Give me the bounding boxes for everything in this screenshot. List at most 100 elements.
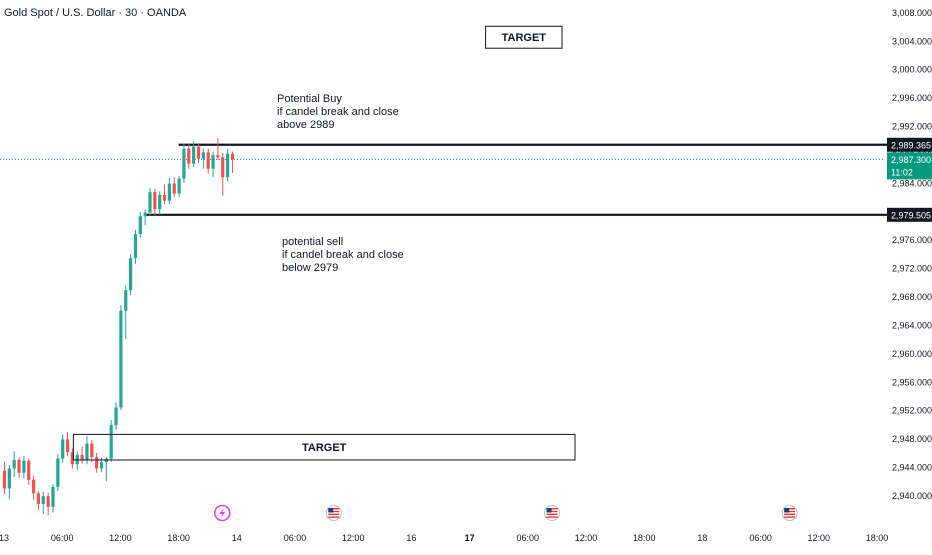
- x-tick-label: 14: [232, 533, 242, 543]
- candle-body: [61, 439, 65, 459]
- candle-body: [221, 157, 225, 178]
- candle[interactable]: [196, 143, 201, 163]
- candle[interactable]: [41, 491, 45, 514]
- candle[interactable]: [17, 457, 21, 478]
- us-flag-icon[interactable]: [544, 505, 561, 521]
- support-price-label: 2,979.505: [891, 210, 931, 220]
- candle[interactable]: [148, 187, 152, 216]
- candle[interactable]: [172, 177, 176, 198]
- candle[interactable]: [143, 209, 147, 226]
- y-tick-label: 3,000.000: [892, 65, 932, 75]
- candle[interactable]: [158, 191, 162, 215]
- candle[interactable]: [65, 432, 70, 457]
- candle-body: [124, 290, 128, 311]
- candle[interactable]: [27, 458, 31, 485]
- candle[interactable]: [216, 138, 220, 161]
- candle-body: [226, 153, 230, 178]
- candle[interactable]: [70, 448, 74, 469]
- candle-body: [12, 459, 16, 469]
- candle[interactable]: [206, 148, 210, 174]
- x-tick-label: 18:00: [866, 533, 889, 543]
- target-box-bottom-frame: [72, 433, 576, 461]
- candle[interactable]: [22, 455, 26, 479]
- candle[interactable]: [138, 212, 142, 239]
- candle[interactable]: [129, 253, 133, 296]
- flag-stripe: [784, 510, 796, 513]
- candle-body: [158, 194, 162, 210]
- candle-body: [70, 452, 74, 465]
- candle-body: [230, 153, 235, 160]
- candle[interactable]: [61, 434, 65, 463]
- candle[interactable]: [104, 457, 108, 482]
- candle-body: [17, 459, 21, 473]
- candle-body: [143, 212, 147, 217]
- candle-body: [95, 457, 99, 469]
- candle-body: [177, 178, 181, 194]
- candle[interactable]: [187, 144, 191, 169]
- candle[interactable]: [36, 491, 41, 510]
- candle-body: [206, 152, 210, 169]
- candle[interactable]: [114, 402, 118, 431]
- us-flag-icon[interactable]: [325, 505, 342, 521]
- candle-body: [85, 443, 89, 460]
- price-scale[interactable]: [887, 0, 932, 550]
- candle[interactable]: [56, 454, 60, 492]
- candle[interactable]: [95, 452, 99, 473]
- candle[interactable]: [162, 184, 167, 205]
- target-box-top[interactable]: TARGET: [485, 25, 563, 49]
- candle-body: [133, 234, 138, 259]
- candle-body: [36, 493, 41, 505]
- y-tick-label: 2,956.000: [892, 377, 932, 387]
- candle[interactable]: [75, 451, 79, 470]
- lightning-icon[interactable]: [213, 504, 231, 522]
- candle[interactable]: [2, 461, 7, 495]
- x-tick-label: 12:00: [575, 533, 598, 543]
- candle[interactable]: [153, 188, 157, 217]
- flag-canton: [328, 508, 334, 513]
- candle[interactable]: [32, 475, 36, 500]
- x-tick-label: 12:00: [109, 533, 132, 543]
- candle[interactable]: [46, 492, 50, 516]
- target-bottom-label: TARGET: [302, 442, 347, 454]
- x-tick-label: 06:00: [284, 533, 307, 543]
- buy-note-line: Potential Buy: [277, 93, 342, 105]
- candle[interactable]: [167, 177, 171, 205]
- candle-body: [167, 183, 171, 201]
- target-box-bottom[interactable]: TARGET: [72, 433, 576, 461]
- flag-stripe: [546, 516, 558, 518]
- candle-body: [216, 155, 220, 158]
- y-tick-label: 2,992.000: [892, 122, 932, 132]
- x-tick-label: 06:00: [749, 533, 772, 543]
- candle[interactable]: [133, 229, 138, 264]
- y-tick-label: 2,944.000: [892, 463, 932, 473]
- candle[interactable]: [192, 140, 196, 168]
- candle[interactable]: [80, 446, 84, 464]
- us-flag-icon-ring: [781, 505, 798, 521]
- candle[interactable]: [90, 440, 94, 463]
- lightning-bolt: [219, 508, 226, 518]
- candle[interactable]: [201, 148, 205, 169]
- candle[interactable]: [119, 305, 123, 411]
- candle[interactable]: [182, 143, 186, 183]
- us-flag-icon[interactable]: [781, 505, 798, 521]
- candle-body: [148, 192, 152, 213]
- candle-body: [46, 496, 50, 507]
- candle-body: [129, 258, 133, 291]
- candle[interactable]: [109, 420, 113, 463]
- candle[interactable]: [12, 451, 16, 478]
- candle-body: [32, 479, 36, 494]
- candle[interactable]: [221, 153, 225, 196]
- candle[interactable]: [177, 175, 181, 198]
- candle-body: [138, 216, 142, 235]
- candle[interactable]: [211, 151, 215, 178]
- candle[interactable]: [7, 464, 11, 500]
- candle[interactable]: [124, 285, 128, 340]
- y-tick-label: 2,940.000: [892, 491, 932, 501]
- x-tick-label: 06:00: [51, 533, 74, 543]
- candle[interactable]: [226, 148, 230, 182]
- candle[interactable]: [230, 151, 235, 173]
- candle[interactable]: [51, 484, 55, 513]
- us-flag-icon-ring: [325, 505, 342, 521]
